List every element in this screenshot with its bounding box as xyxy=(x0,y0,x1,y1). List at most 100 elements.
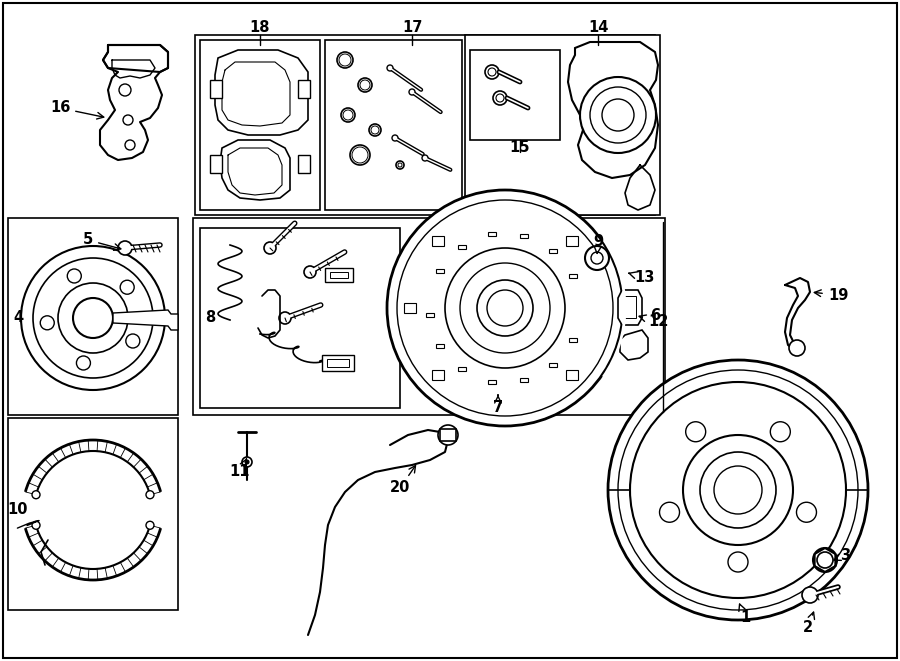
Circle shape xyxy=(279,312,291,324)
Circle shape xyxy=(496,94,504,102)
Circle shape xyxy=(460,263,550,353)
Circle shape xyxy=(118,241,132,255)
Bar xyxy=(432,370,444,380)
Text: 11: 11 xyxy=(230,459,250,479)
Bar xyxy=(298,80,310,98)
Circle shape xyxy=(387,190,623,426)
Bar xyxy=(325,268,353,282)
Circle shape xyxy=(477,280,533,336)
Text: 16: 16 xyxy=(50,100,104,119)
Circle shape xyxy=(686,422,706,442)
Circle shape xyxy=(146,522,154,529)
Text: 1: 1 xyxy=(739,604,750,625)
Circle shape xyxy=(618,370,858,610)
Bar xyxy=(440,429,456,441)
Circle shape xyxy=(73,298,113,338)
Text: 4: 4 xyxy=(13,311,23,325)
Bar xyxy=(569,274,577,278)
Bar xyxy=(566,236,578,246)
Bar xyxy=(427,313,435,317)
Bar xyxy=(569,338,577,342)
Bar xyxy=(200,228,400,408)
Circle shape xyxy=(304,266,316,278)
Circle shape xyxy=(339,54,351,66)
Bar xyxy=(520,379,528,383)
Polygon shape xyxy=(220,140,290,200)
Bar xyxy=(330,272,348,278)
Circle shape xyxy=(714,466,762,514)
Bar xyxy=(465,35,660,215)
Circle shape xyxy=(341,108,355,122)
Text: 18: 18 xyxy=(250,20,270,36)
Bar xyxy=(488,380,496,384)
Polygon shape xyxy=(620,330,648,360)
Circle shape xyxy=(487,290,523,326)
Circle shape xyxy=(770,422,790,442)
Bar xyxy=(195,35,655,215)
Circle shape xyxy=(68,269,81,283)
Circle shape xyxy=(485,65,499,79)
Text: 2: 2 xyxy=(803,612,815,635)
Circle shape xyxy=(337,52,353,68)
Bar xyxy=(458,368,466,371)
Bar xyxy=(298,155,310,173)
Bar xyxy=(520,233,528,237)
Text: 10: 10 xyxy=(8,502,28,518)
Circle shape xyxy=(728,552,748,572)
Polygon shape xyxy=(113,310,178,330)
Circle shape xyxy=(21,246,165,390)
Circle shape xyxy=(700,452,776,528)
Bar xyxy=(325,40,462,210)
Bar xyxy=(432,236,444,246)
Bar xyxy=(549,364,557,368)
Circle shape xyxy=(398,163,402,167)
Circle shape xyxy=(352,147,368,163)
Bar xyxy=(210,80,222,98)
Text: 12: 12 xyxy=(639,315,668,329)
Circle shape xyxy=(813,548,837,572)
Circle shape xyxy=(660,502,680,522)
Text: 17: 17 xyxy=(401,20,422,36)
Circle shape xyxy=(493,91,507,105)
Bar xyxy=(404,303,416,313)
Bar xyxy=(566,370,578,380)
Circle shape xyxy=(76,356,90,370)
Circle shape xyxy=(369,124,381,136)
Circle shape xyxy=(32,490,40,499)
Bar xyxy=(200,40,320,210)
Circle shape xyxy=(422,155,428,161)
Circle shape xyxy=(580,77,656,153)
Bar xyxy=(322,355,354,371)
Bar xyxy=(193,218,665,415)
Text: 14: 14 xyxy=(588,20,608,36)
Text: 6: 6 xyxy=(650,307,660,323)
Circle shape xyxy=(360,80,370,90)
Circle shape xyxy=(789,340,805,356)
Text: 15: 15 xyxy=(509,141,530,155)
Circle shape xyxy=(121,280,134,294)
Circle shape xyxy=(350,145,370,165)
Circle shape xyxy=(343,110,353,120)
Circle shape xyxy=(32,522,40,529)
Circle shape xyxy=(796,502,816,522)
Bar xyxy=(327,359,349,367)
Circle shape xyxy=(33,258,153,378)
Circle shape xyxy=(126,334,140,348)
Circle shape xyxy=(409,89,415,95)
Circle shape xyxy=(488,68,496,76)
Polygon shape xyxy=(568,42,658,178)
Bar xyxy=(488,232,496,236)
Circle shape xyxy=(119,84,131,96)
Text: 7: 7 xyxy=(493,395,503,416)
Circle shape xyxy=(264,242,276,254)
Circle shape xyxy=(387,65,393,71)
Circle shape xyxy=(817,552,833,568)
Circle shape xyxy=(392,135,398,141)
Circle shape xyxy=(358,78,372,92)
Circle shape xyxy=(608,360,868,620)
Circle shape xyxy=(591,252,603,264)
Circle shape xyxy=(438,425,458,445)
Circle shape xyxy=(602,99,634,131)
Text: 8: 8 xyxy=(205,311,215,325)
Circle shape xyxy=(371,126,379,134)
